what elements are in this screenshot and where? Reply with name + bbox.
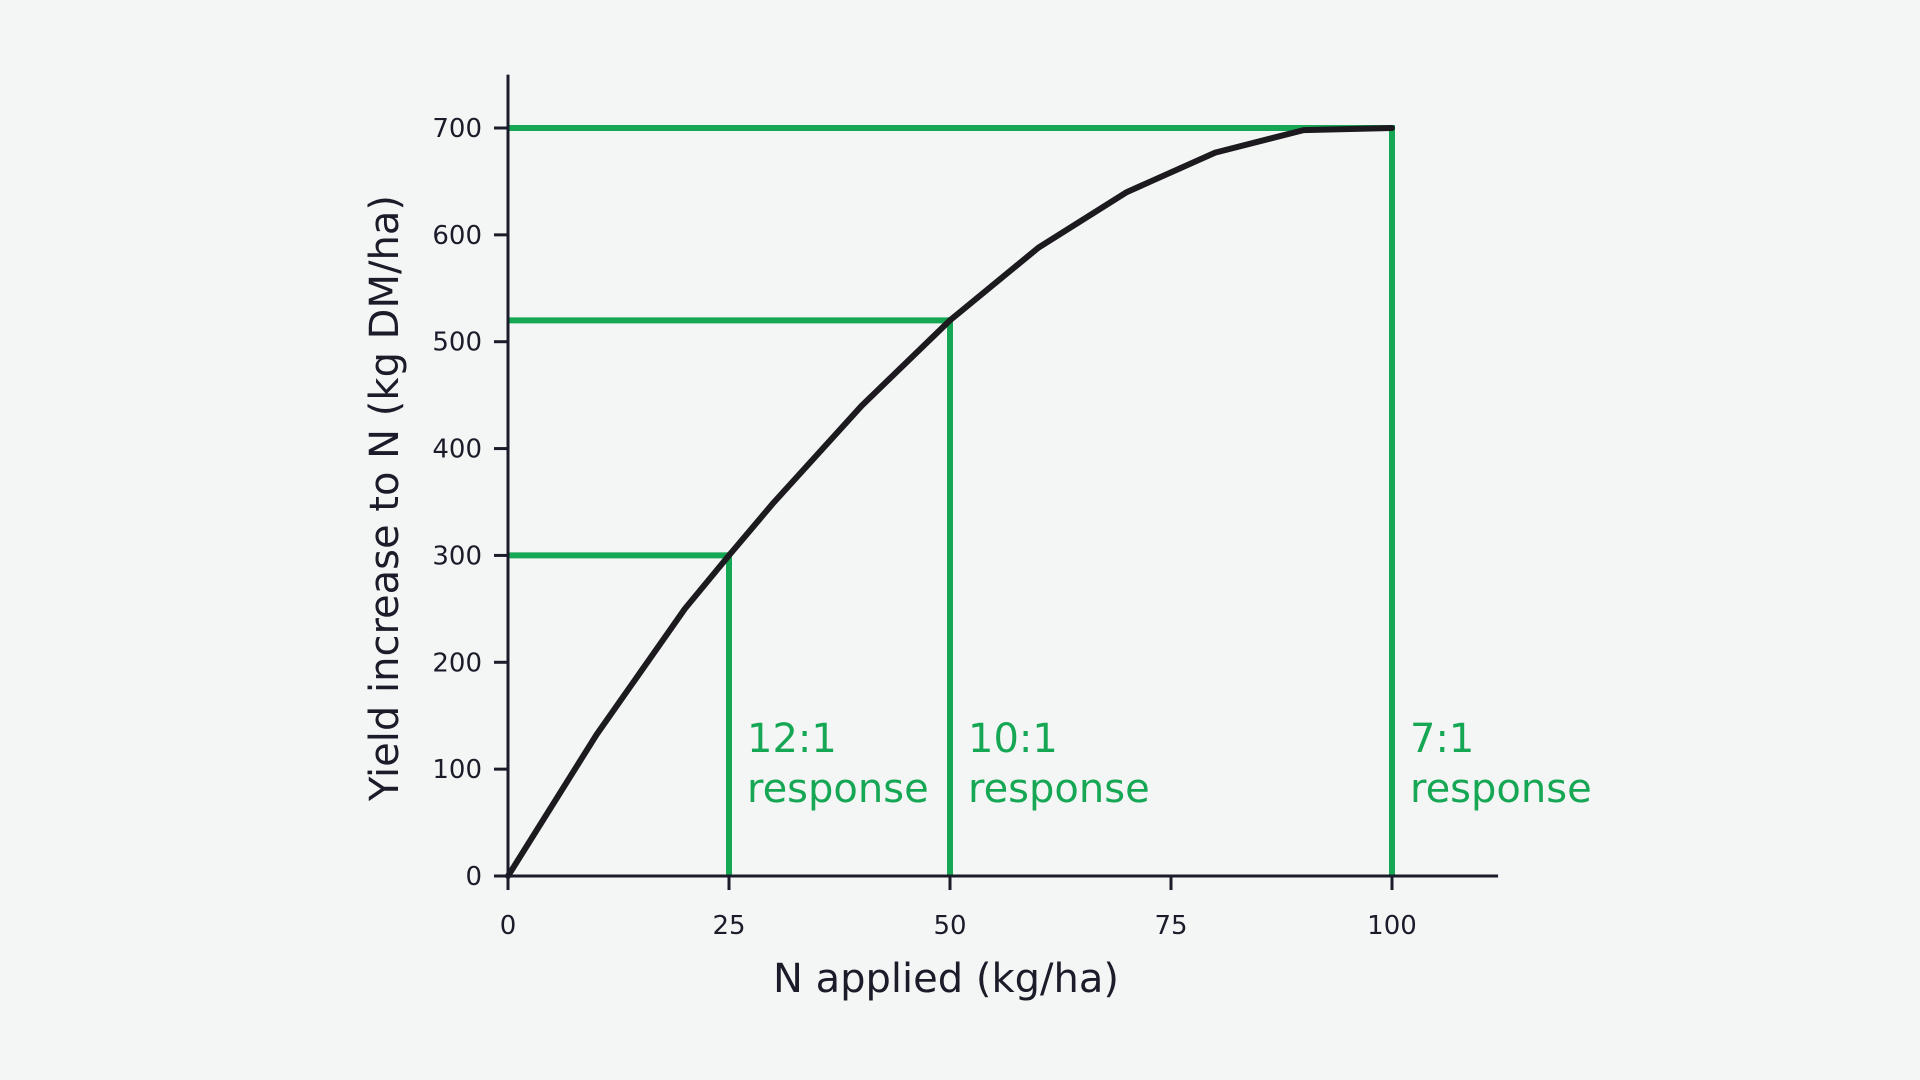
response-curve xyxy=(505,125,1395,879)
y-tick-label: 200 xyxy=(432,648,482,678)
y-tick-label: 0 xyxy=(465,862,482,892)
curve-layer xyxy=(505,125,1395,879)
x-tick-label: 0 xyxy=(500,911,517,941)
x-tick-label: 100 xyxy=(1367,911,1417,941)
y-tick-label: 700 xyxy=(432,114,482,144)
response-label: response xyxy=(968,766,1150,812)
y-tick-label: 500 xyxy=(432,328,482,358)
x-tick-label: 25 xyxy=(712,911,745,941)
x-axis-title: N applied (kg/ha) xyxy=(773,956,1119,1002)
labels: 0 25 50 75 100010020030040050060070012:1resp… xyxy=(432,114,1591,941)
reference-lines xyxy=(508,125,1395,876)
x-tick-label: 50 xyxy=(933,911,966,941)
y-tick-label: 300 xyxy=(432,541,482,571)
response-label: response xyxy=(1410,766,1592,812)
response-label: 10:1 xyxy=(968,716,1058,762)
response-label: 12:1 xyxy=(747,716,837,762)
y-tick-label: 400 xyxy=(432,435,482,465)
y-tick-label: 600 xyxy=(432,221,482,251)
y-tick-label: 100 xyxy=(432,755,482,785)
response-label: response xyxy=(747,766,929,812)
response-label: 7:1 xyxy=(1410,716,1474,762)
x-tick-label: 75 xyxy=(1154,911,1187,941)
y-axis-title: Yield increase to N (kg DM/ha) xyxy=(362,195,408,802)
axes xyxy=(494,74,1499,890)
